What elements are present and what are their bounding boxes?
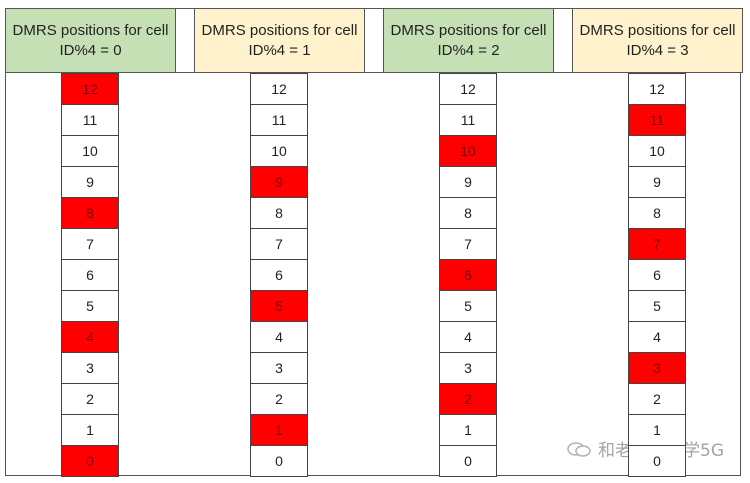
dmrs-position-cell: 8: [61, 197, 119, 229]
position-cell: 7: [250, 228, 308, 260]
dmrs-position-cell: 11: [628, 104, 686, 136]
dmrs-position-cell: 1: [250, 414, 308, 446]
position-cell: 9: [439, 166, 497, 198]
position-cell: 1: [628, 414, 686, 446]
position-cell: 5: [439, 290, 497, 322]
position-cell: 4: [439, 321, 497, 353]
header-line: ID%4 = 3: [626, 41, 689, 59]
header-gap: [364, 8, 384, 73]
dmrs-position-cell: 2: [439, 383, 497, 415]
position-cell: 5: [628, 290, 686, 322]
position-cell: 2: [250, 383, 308, 415]
dmrs-position-cell: 3: [628, 352, 686, 384]
position-cell: 0: [250, 445, 308, 477]
header-line: DMRS positions for cell: [579, 21, 736, 39]
dmrs-position-cell: 7: [628, 228, 686, 260]
position-cell: 5: [61, 290, 119, 322]
position-cell: 12: [439, 73, 497, 105]
header-gap: [175, 8, 195, 73]
dmrs-position-cell: 0: [61, 445, 119, 477]
position-cell: 12: [250, 73, 308, 105]
position-cell: 1: [439, 414, 497, 446]
header-gap: [553, 8, 573, 73]
dmrs-position-cell: 10: [439, 135, 497, 167]
position-cell: 9: [628, 166, 686, 198]
position-cell: 10: [61, 135, 119, 167]
position-cell: 10: [250, 135, 308, 167]
position-cell: 3: [439, 352, 497, 384]
header-line: ID%4 = 1: [248, 41, 311, 59]
position-cell: 7: [61, 228, 119, 260]
position-cell: 4: [250, 321, 308, 353]
position-cell: 6: [61, 259, 119, 291]
watermark-icon: [567, 441, 591, 457]
dmrs-position-cell: 5: [250, 290, 308, 322]
position-cell: 7: [439, 228, 497, 260]
position-cell: 10: [628, 135, 686, 167]
position-cell: 8: [250, 197, 308, 229]
position-cell: 1: [61, 414, 119, 446]
position-cell: 11: [250, 104, 308, 136]
position-cell: 0: [439, 445, 497, 477]
dmrs-position-cell: 9: [250, 166, 308, 198]
position-cell: 8: [439, 197, 497, 229]
header-line: DMRS positions for cell: [12, 21, 169, 39]
position-cell: 8: [628, 197, 686, 229]
position-cell: 2: [61, 383, 119, 415]
dmrs-position-cell: 6: [439, 259, 497, 291]
header-line: ID%4 = 2: [437, 41, 500, 59]
position-cell: 3: [250, 352, 308, 384]
header-line: DMRS positions for cell: [201, 21, 358, 39]
dmrs-position-cell: 4: [61, 321, 119, 353]
column-header: DMRS positions for cell ID%4 = 3: [572, 8, 743, 73]
header-line: DMRS positions for cell: [390, 21, 547, 39]
dmrs-position-cell: 12: [61, 73, 119, 105]
position-cell: 11: [439, 104, 497, 136]
column-header: DMRS positions for cell ID%4 = 2: [383, 8, 554, 73]
position-cell: 3: [61, 352, 119, 384]
position-cell: 2: [628, 383, 686, 415]
header-line: ID%4 = 0: [59, 41, 122, 59]
position-cell: 0: [628, 445, 686, 477]
position-cell: 11: [61, 104, 119, 136]
column-header: DMRS positions for cell ID%4 = 0: [5, 8, 176, 73]
position-cell: 6: [250, 259, 308, 291]
position-cell: 4: [628, 321, 686, 353]
column-header: DMRS positions for cell ID%4 = 1: [194, 8, 365, 73]
position-cell: 6: [628, 259, 686, 291]
position-cell: 9: [61, 166, 119, 198]
position-cell: 12: [628, 73, 686, 105]
